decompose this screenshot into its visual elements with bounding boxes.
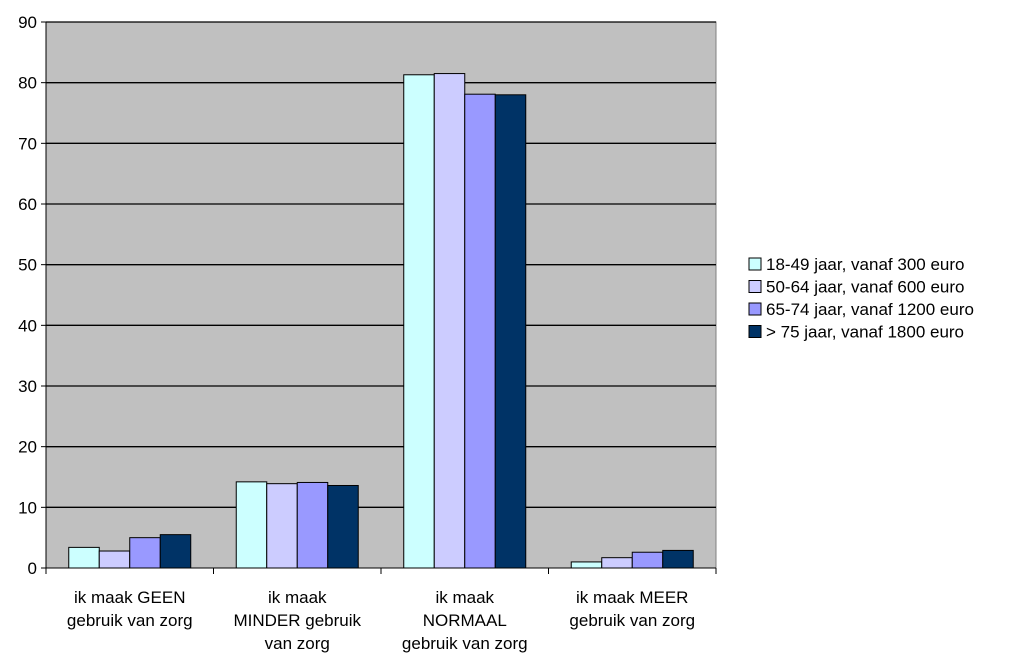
x-category-label: gebruik van zorg bbox=[569, 611, 695, 630]
bar bbox=[266, 483, 298, 569]
x-category-label: MINDER gebruik bbox=[233, 611, 361, 630]
bar bbox=[327, 484, 359, 569]
bar bbox=[98, 550, 131, 569]
bar bbox=[631, 551, 664, 569]
y-tick-label: 70 bbox=[18, 134, 37, 153]
axes bbox=[45, 22, 717, 574]
plot-area bbox=[45, 21, 717, 569]
y-tick-label: 90 bbox=[18, 13, 37, 32]
y-tick-label: 20 bbox=[18, 438, 37, 457]
bars bbox=[68, 73, 694, 569]
legend-swatch bbox=[748, 302, 762, 316]
y-tick-label: 0 bbox=[28, 559, 37, 578]
legend-swatch bbox=[748, 325, 762, 338]
y-tick-label: 60 bbox=[18, 195, 37, 214]
legend-label: 50-64 jaar, vanaf 600 euro bbox=[766, 278, 964, 297]
y-tick-label: 80 bbox=[18, 74, 37, 93]
legend-label: 18-49 jaar, vanaf 300 euro bbox=[766, 255, 964, 274]
x-category-label: ik maak MEER bbox=[576, 588, 688, 607]
x-category-label: ik maak GEEN bbox=[74, 588, 185, 607]
x-category-label: van zorg bbox=[265, 634, 330, 653]
y-tick-label: 50 bbox=[18, 256, 37, 275]
x-category-label: gebruik van zorg bbox=[67, 611, 193, 630]
x-axis-labels: ik maak GEEN gebruik van zorg ik maak MINDE… bbox=[67, 588, 695, 653]
x-category-label: gebruik van zorg bbox=[402, 634, 528, 653]
bar bbox=[433, 73, 466, 569]
bar bbox=[570, 561, 603, 569]
bar bbox=[296, 481, 329, 569]
legend-label: > 75 jaar, vanaf 1800 euro bbox=[766, 323, 964, 342]
legend-swatch bbox=[748, 280, 762, 293]
bar bbox=[601, 557, 633, 569]
bar bbox=[159, 534, 192, 569]
bar bbox=[403, 74, 435, 569]
x-category-label: NORMAAL bbox=[423, 611, 507, 630]
legend: 18-49 jaar, vanaf 300 euro 50-64 jaar, va… bbox=[748, 255, 974, 342]
bar bbox=[68, 546, 100, 569]
bar bbox=[494, 94, 527, 569]
y-tick-label: 30 bbox=[18, 377, 37, 396]
x-category-label: ik maak bbox=[435, 588, 494, 607]
y-tick-label: 10 bbox=[18, 498, 37, 517]
bar bbox=[129, 537, 161, 569]
bar bbox=[662, 549, 694, 569]
gridlines bbox=[46, 21, 716, 508]
legend-label: 65-74 jaar, vanaf 1200 euro bbox=[766, 300, 974, 319]
y-axis-ticks: 0 10 20 30 40 50 60 70 80 90 bbox=[18, 13, 46, 578]
legend-swatch bbox=[748, 257, 762, 271]
bar bbox=[464, 93, 496, 569]
y-tick-label: 40 bbox=[18, 316, 37, 335]
bar bbox=[235, 481, 268, 569]
x-category-label: ik maak bbox=[268, 588, 327, 607]
